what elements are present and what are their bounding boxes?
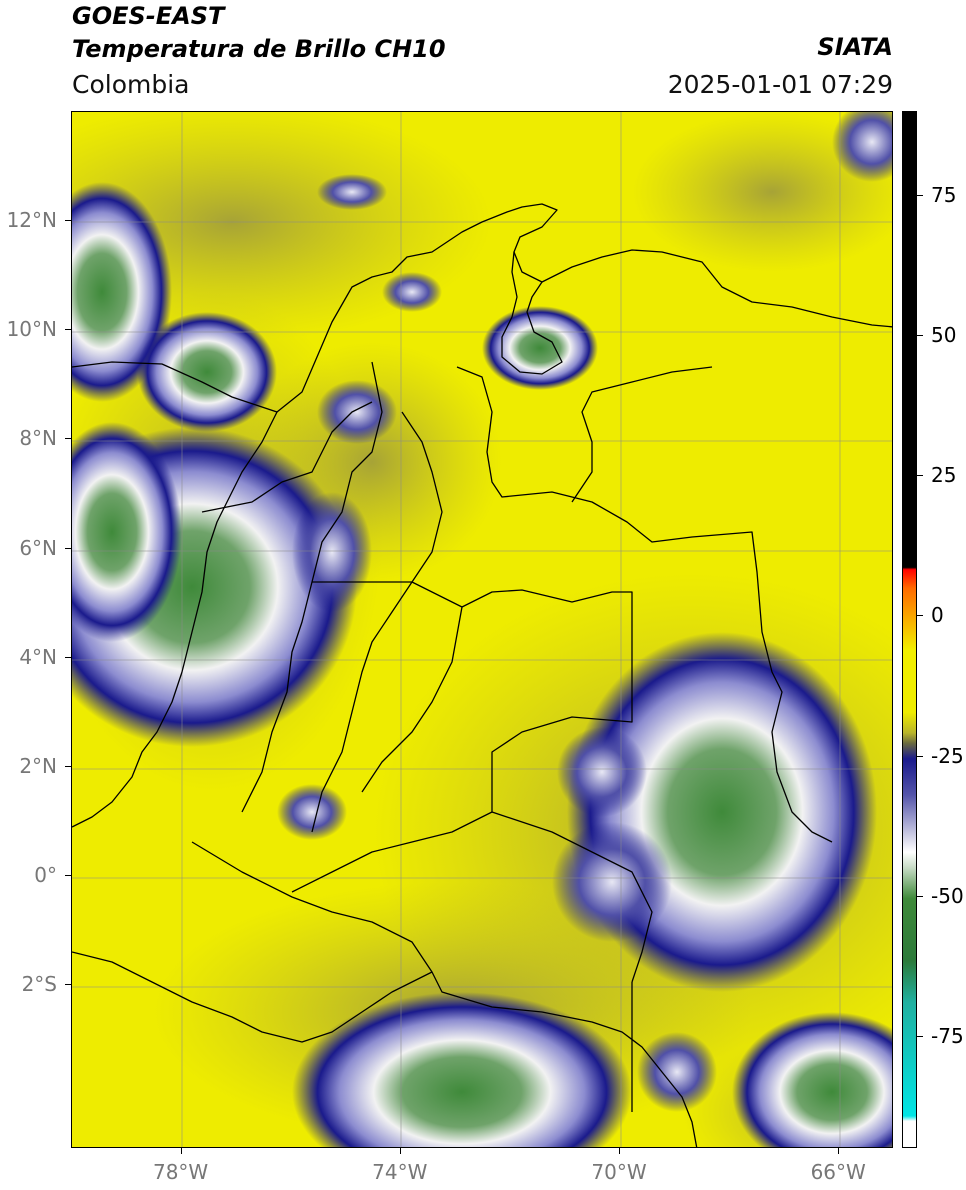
brand-label: SIATA	[817, 33, 893, 61]
lat-tick-mark	[65, 220, 71, 222]
product-title: Temperatura de Brillo CH10	[72, 35, 446, 63]
cold-cloud-layer	[72, 112, 892, 1147]
colorbar-tick-label: -75	[931, 1023, 964, 1048]
lon-tick-mark	[399, 1148, 401, 1154]
timestamp-label: 2025-01-01 07:29	[667, 70, 893, 99]
lat-tick-label: 12°N	[6, 208, 57, 233]
lat-tick-mark	[65, 875, 71, 877]
colorbar-tick-mark	[917, 615, 923, 617]
colorbar	[902, 111, 917, 1148]
lat-tick-label: 8°N	[19, 426, 57, 451]
region-label: Colombia	[72, 70, 190, 99]
inner-div-3	[312, 581, 463, 793]
lat-tick-label: 2°S	[21, 972, 57, 997]
colombia-east-border	[456, 366, 833, 843]
lon-tick-label: 70°W	[591, 1160, 647, 1184]
colorbar-tick-label: -25	[931, 743, 964, 768]
lat-tick-mark	[65, 765, 71, 767]
colorbar-tick-label: 25	[931, 463, 957, 488]
vichada-border	[461, 589, 633, 812]
inner-div-4	[201, 401, 373, 513]
colorbar-tick-label: 75	[931, 183, 957, 208]
lat-tick-label: 4°N	[19, 644, 57, 669]
colorbar-tick-mark	[917, 755, 923, 757]
lon-tick-label: 78°W	[152, 1160, 209, 1184]
lat-tick-label: 10°N	[6, 317, 57, 342]
lat-tick-mark	[65, 438, 71, 440]
lon-tick-mark	[838, 1148, 840, 1154]
graticule	[72, 112, 892, 1147]
guajira-outline	[501, 251, 563, 375]
map-svg	[72, 112, 892, 1147]
lon-tick-mark	[180, 1148, 182, 1154]
colorbar-tick-label: 0	[931, 603, 944, 628]
venezuela-inner	[571, 366, 713, 503]
lon-tick-label: 66°W	[810, 1160, 866, 1184]
colorbar-tick-label: -50	[931, 883, 964, 908]
inner-div-6	[491, 811, 653, 983]
colombia-south-border	[191, 841, 698, 1147]
colorbar-tick-mark	[917, 895, 923, 897]
lat-tick-label: 6°N	[19, 535, 57, 560]
colorbar-tick-mark	[917, 335, 923, 337]
lon-tick-label: 74°W	[372, 1160, 428, 1184]
satellite-title: GOES-EAST	[72, 2, 225, 30]
lat-tick-mark	[65, 329, 71, 331]
borders	[72, 203, 892, 1147]
lat-tick-label: 0°	[34, 863, 57, 888]
colorbar-tick-mark	[917, 1035, 923, 1037]
pacific-coast	[72, 411, 278, 828]
lat-tick-label: 2°N	[19, 753, 57, 778]
colorbar-tick-label: 50	[931, 323, 957, 348]
title-block: GOES-EAST Temperatura de Brillo CH10	[72, 0, 446, 66]
lat-tick-mark	[65, 984, 71, 986]
lat-tick-mark	[65, 656, 71, 658]
inner-div-5	[291, 811, 493, 893]
colorbar-tick-mark	[917, 475, 923, 477]
peru-ecuador-line	[72, 951, 433, 1043]
satellite-map	[71, 111, 893, 1148]
lat-tick-mark	[65, 547, 71, 549]
inner-div-2	[311, 411, 443, 833]
lon-tick-mark	[619, 1148, 620, 1154]
colorbar-tick-mark	[917, 195, 923, 197]
